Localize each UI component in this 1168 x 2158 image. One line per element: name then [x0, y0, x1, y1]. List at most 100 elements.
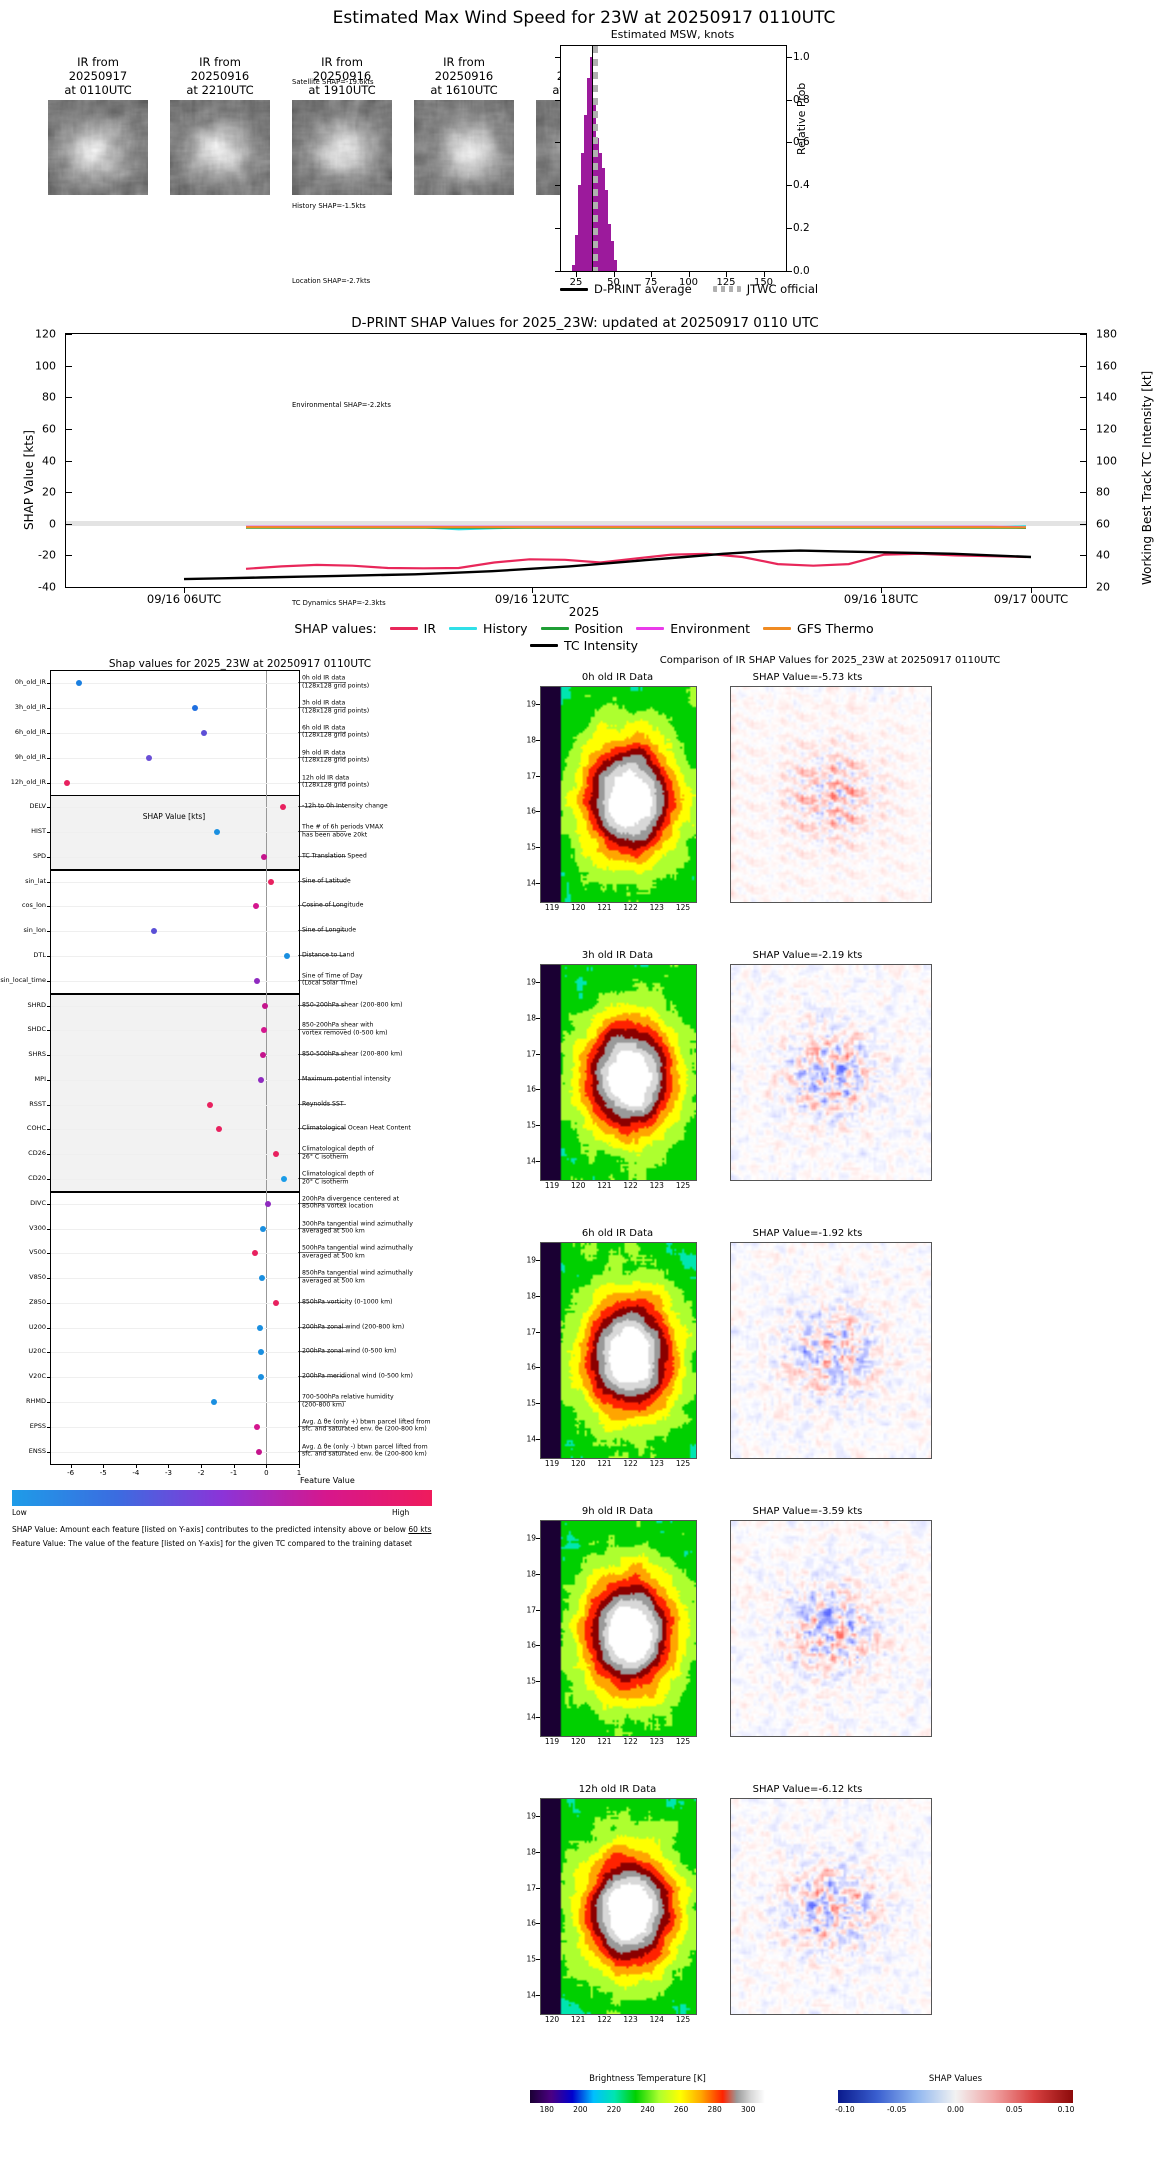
beeswarm-leader-line — [298, 1227, 346, 1229]
ts-ytick-right-label: 60 — [1096, 517, 1110, 531]
beeswarm-ytick-mark — [47, 807, 51, 809]
beeswarm-row-line — [51, 1104, 299, 1106]
shap-panel-title: SHAP Value=-2.19 kts — [752, 950, 863, 961]
ir-lon-label: 123 — [649, 903, 664, 912]
beeswarm-feature-description: Avg. Δ θe (only +) btwn parcel lifted fr… — [302, 1418, 431, 1433]
beeswarm-feature-label: SPD — [32, 851, 46, 860]
beeswarm-feature-label: RSST — [29, 1099, 46, 1108]
beeswarm-leader-line — [298, 1252, 346, 1254]
ts-legend-item: GFS Thermo — [763, 621, 874, 636]
beeswarm-leader-line — [298, 1103, 346, 1105]
ts-ytick-right-mark — [1080, 492, 1086, 494]
beeswarm-xtick-mark — [233, 1464, 235, 1468]
beeswarm-row-line — [51, 980, 299, 982]
ir-lon-label: 119 — [544, 1459, 560, 1468]
ir-thumbnail-caption: IR from 20250916 at 1910UTC — [308, 55, 376, 97]
histogram-ytick-mark — [555, 271, 561, 272]
ir-lat-tick — [536, 1053, 540, 1055]
ts-ytick-label: 20 — [42, 485, 56, 499]
ir-data-image — [540, 1798, 697, 2015]
beeswarm-feature-label: V850 — [29, 1273, 46, 1282]
shap-value-image — [730, 1520, 932, 1737]
beeswarm-feature-label: U200 — [28, 1322, 46, 1331]
beeswarm-feature-description: 200hPa divergence centered at 850hPa vort… — [302, 1195, 400, 1210]
ir-lon-label: 119 — [544, 1181, 560, 1190]
ir-lat-label: 18 — [526, 1291, 536, 1301]
beeswarm-ytick-mark — [47, 683, 51, 685]
ts-xtick-label: 09/16 18UTC — [843, 592, 919, 606]
beeswarm-xtick-mark — [103, 1464, 105, 1468]
ts-ytick-right-mark — [1080, 555, 1086, 557]
beeswarm-point — [200, 729, 207, 736]
ts-legend-label: TC Intensity — [563, 638, 638, 653]
beeswarm-row-line — [51, 955, 299, 957]
beeswarm-feature-description: Distance to Land — [302, 951, 355, 959]
beeswarm-group-divider — [51, 794, 299, 797]
ir-panel-title: 9h old IR Data — [581, 1506, 654, 1517]
shap-colorbar — [838, 2090, 1073, 2103]
ir-thumbnail: IR from 20250916 at 2210UTC — [170, 55, 270, 195]
beeswarm-xtick-mark — [168, 1464, 170, 1468]
shap-value-note: SHAP Value: Amount each feature [listed … — [12, 1525, 431, 1534]
ts-ytick-mark — [66, 334, 72, 335]
beeswarm-xtick-label: -3 — [164, 1469, 172, 1477]
ir-thumbnail: IR from 20250916 at 1610UTC — [414, 55, 514, 195]
histogram-xtick-mark — [613, 271, 615, 277]
beeswarm-point — [150, 928, 157, 935]
histogram-legend-label: D-PRINT average — [594, 282, 692, 296]
beeswarm-row-line — [51, 1402, 299, 1404]
ir-lat-tick — [536, 811, 540, 813]
ir-lat-tick — [536, 1089, 540, 1091]
shap-colorbar-title: SHAP Values — [928, 2074, 983, 2084]
beeswarm-ytick-mark — [47, 1104, 51, 1106]
shap-panel-title: SHAP Value=-5.73 kts — [752, 672, 863, 683]
histogram-ytick-mark — [555, 142, 561, 144]
legend-line-swatch — [763, 627, 792, 630]
shap-timeseries-legend-row2: TC Intensity — [0, 638, 1168, 653]
beeswarm-feature-label: ENSS — [28, 1446, 46, 1455]
beeswarm-ytick-mark — [47, 1079, 51, 1081]
beeswarm-xtick-label: -4 — [132, 1469, 140, 1477]
beeswarm-feature-description: 300hPa tangential wind azimuthally averag… — [302, 1220, 413, 1235]
beeswarm-ytick-mark — [47, 1402, 51, 1404]
histogram-bar — [598, 153, 603, 271]
ts-xtick-label: 09/17 00UTC — [993, 592, 1069, 606]
ir-data-image — [540, 964, 697, 1181]
colorbar-low-label: Low — [12, 1508, 27, 1517]
beeswarm-row-line — [51, 1129, 299, 1131]
ts-legend-label: Position — [574, 621, 624, 636]
beeswarm-feature-label: V300 — [29, 1223, 46, 1232]
note-link[interactable]: 60 kts — [408, 1525, 432, 1534]
beeswarm-row-line — [51, 881, 299, 883]
beeswarm-feature-description: Sine of Time of Day (Local Solar Time) — [302, 972, 363, 987]
bt-colorbar-tick: 300 — [741, 2105, 756, 2114]
histogram-ytick-mark — [555, 99, 561, 101]
beeswarm-feature-description: 12h old IR data (128x128 grid points) — [302, 774, 370, 789]
ir-lat-tick — [536, 1017, 540, 1019]
histogram-ytick-mark — [786, 56, 792, 58]
ts-ytick-right-label: 160 — [1096, 359, 1117, 373]
histogram-xtick-mark — [651, 271, 652, 277]
legend-line-swatch — [449, 627, 478, 630]
beeswarm-ytick-mark — [47, 1203, 51, 1205]
msw-histogram: 25 50 75 100 125 150 0.0 0.2 0.4 0.6 0.8 1.0 — [555, 45, 810, 288]
beeswarm-point — [280, 804, 287, 811]
shap-colorbar-tick: -0.05 — [887, 2105, 907, 2114]
beeswarm-ytick-mark — [47, 955, 51, 957]
beeswarm-point — [267, 878, 274, 885]
beeswarm-ytick-mark — [47, 1005, 51, 1007]
shap-colorbar-tick: -0.10 — [835, 2105, 855, 2114]
beeswarm-feature-label: U20C — [28, 1347, 46, 1356]
beeswarm-feature-description: Sine of Longitude — [302, 926, 472, 934]
ts-xtick-mark — [184, 587, 185, 593]
ir-lat-label: 15 — [526, 1676, 536, 1686]
beeswarm-point — [207, 1101, 214, 1108]
shap-timeseries-plot: -40 -20 0 20 40 60 80 100 120 20 40 60 80 100 120 140 16… — [35, 328, 1117, 607]
ir-lon-label: 123 — [649, 1459, 664, 1468]
beeswarm-leader-line — [298, 880, 346, 882]
ir-lat-tick — [536, 1959, 540, 1961]
beeswarm-feature-description: 700-500hPa relative humidity (200-800 km) — [302, 1393, 394, 1409]
beeswarm-row-line — [51, 1030, 299, 1032]
bt-colorbar-tick: 220 — [606, 2105, 622, 2114]
beeswarm-row-line — [51, 782, 299, 784]
